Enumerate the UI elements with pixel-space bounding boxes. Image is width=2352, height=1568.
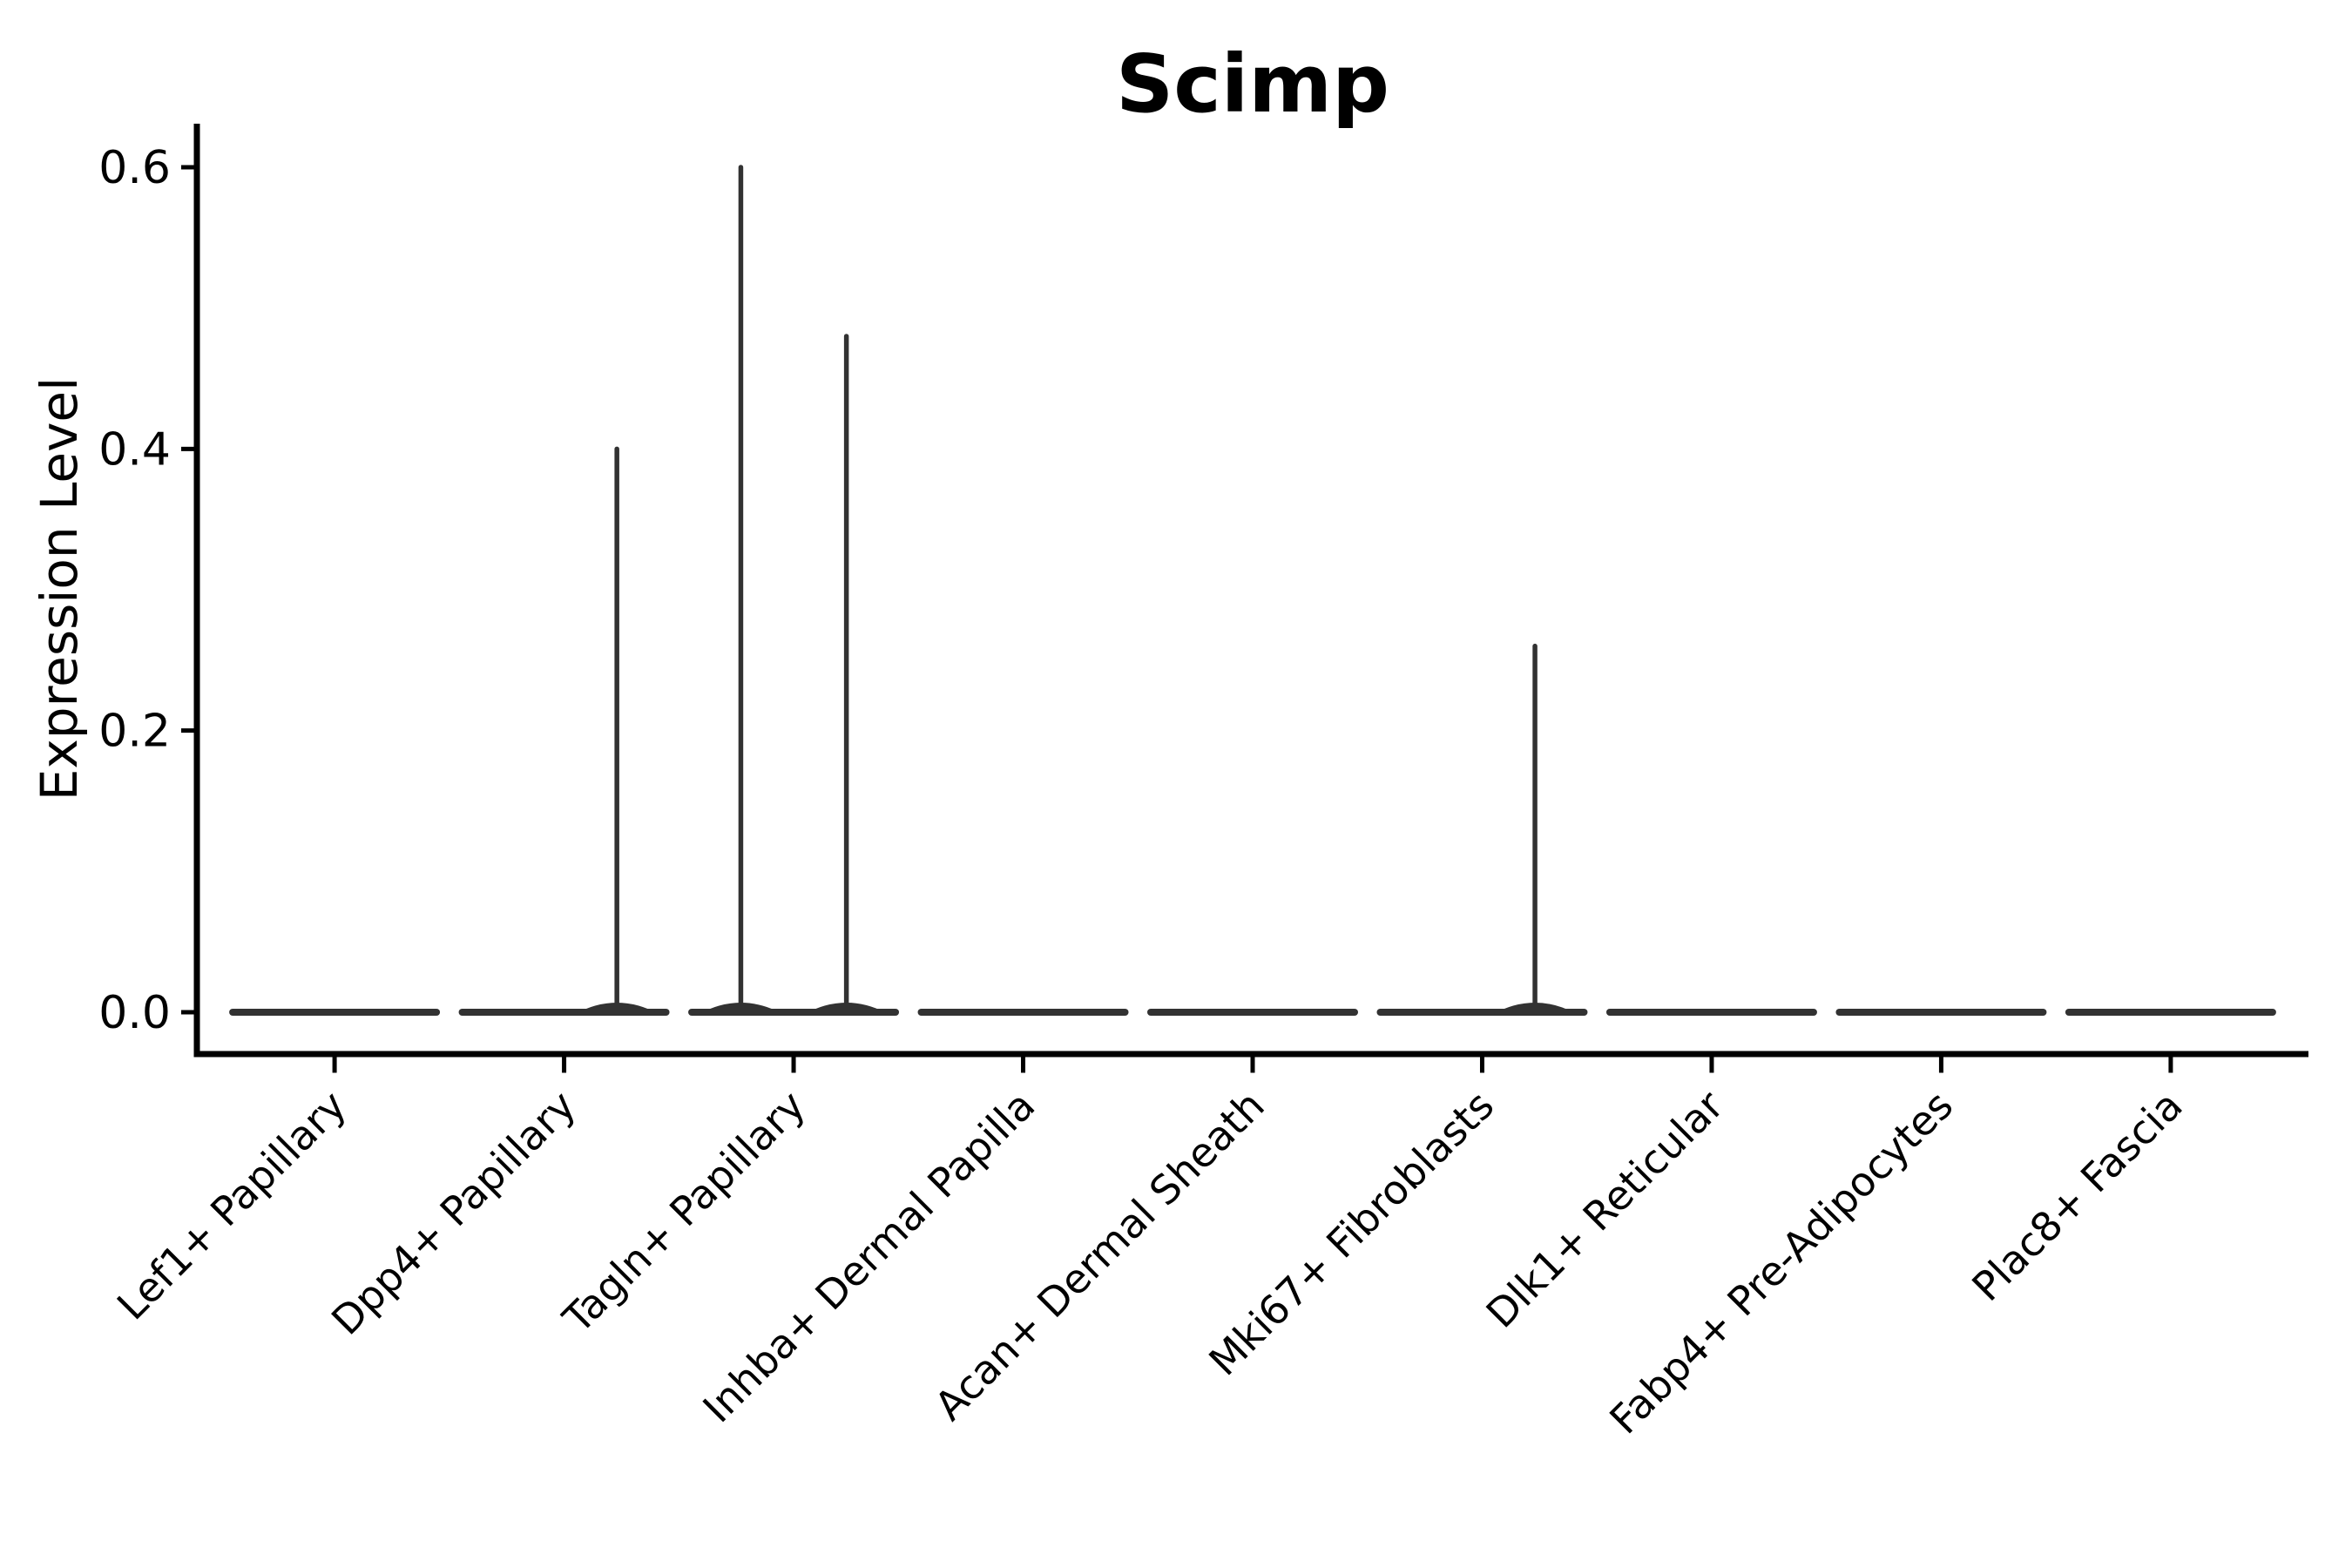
y-tick-label-0.2: 0.2 [98,706,171,758]
y-tick-label-0.6: 0.6 [98,142,171,194]
x-tick-label-dlk1-reticular: Dlk1+ Reticular [1477,1082,1733,1337]
y-axis-label: Expression Level [30,377,89,801]
x-tick-label-tagln-papillary: Tagln+ Papillary [553,1082,814,1343]
y-tick-label-0.0: 0.0 [98,987,171,1039]
x-tick-label-plac8-fascia: Plac8+ Fascia [1963,1082,2191,1310]
violin-tagln-papillary [688,165,900,1016]
x-tick-label-dpp4-papillary: Dpp4+ Papillary [322,1082,585,1344]
plot-title: Scimp [1116,37,1389,131]
violins [229,165,2276,1016]
violin-dpp4-papillary [458,446,670,1016]
y-tick-label-0.4: 0.4 [98,423,171,476]
violin-mki67-fibroblasts [1376,643,1588,1016]
x-tick-label-lef1-papillary: Lef1+ Papillary [108,1082,355,1329]
